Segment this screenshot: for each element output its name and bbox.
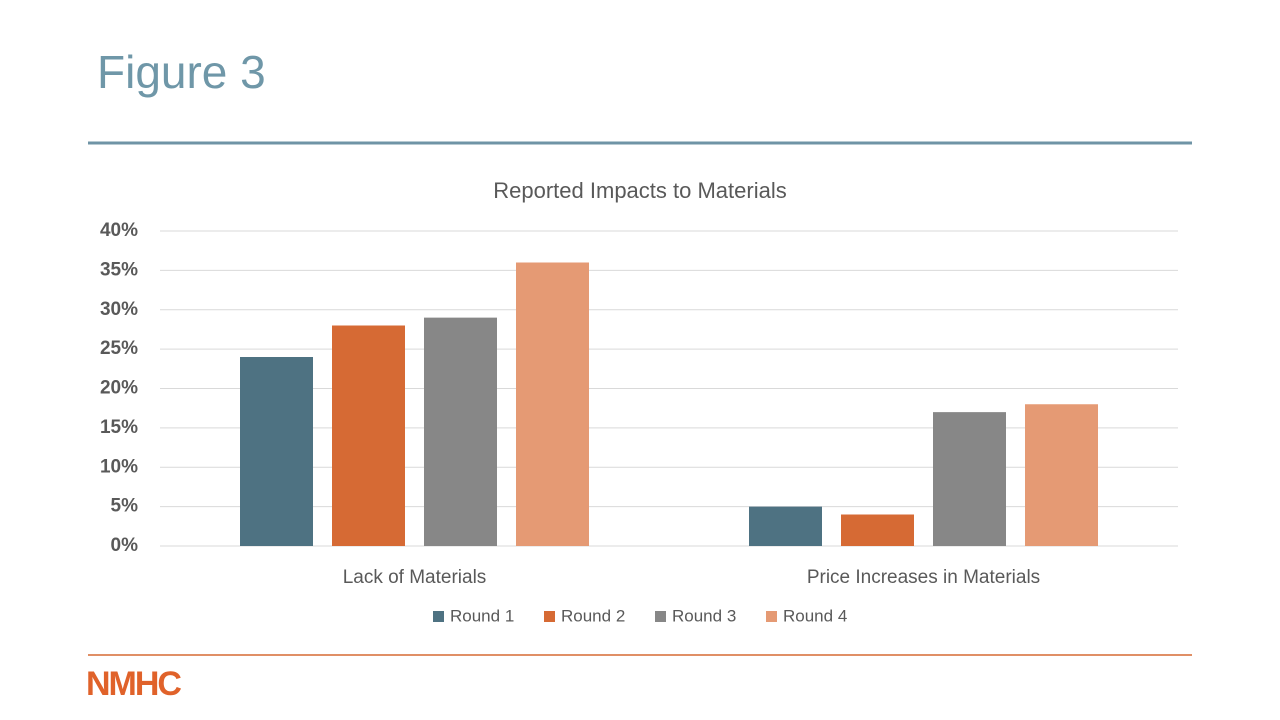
chart-title: Reported Impacts to Materials (493, 178, 786, 203)
legend-label: Round 1 (450, 606, 514, 625)
y-tick-label: 40% (100, 220, 138, 241)
x-tick-label: Lack of Materials (343, 567, 487, 588)
y-tick-label: 30% (100, 299, 138, 320)
bar (933, 412, 1006, 546)
y-tick-label: 15% (100, 417, 138, 438)
bar (841, 514, 914, 546)
y-tick-label: 10% (100, 456, 138, 477)
y-tick-label: 35% (100, 259, 138, 280)
legend-label: Round 2 (561, 606, 625, 625)
y-tick-label: 25% (100, 338, 138, 359)
legend-swatch (544, 611, 555, 622)
bar (1025, 404, 1098, 546)
legend-label: Round 4 (783, 606, 847, 625)
legend-swatch (655, 611, 666, 622)
bar (424, 317, 497, 546)
y-tick-label: 20% (100, 378, 138, 399)
legend-swatch (766, 611, 777, 622)
bar (240, 357, 313, 546)
x-tick-label: Price Increases in Materials (807, 567, 1040, 588)
bar (516, 262, 589, 546)
bar (749, 506, 822, 546)
y-tick-label: 0% (111, 535, 139, 556)
slide-title: Figure 3 (97, 46, 266, 98)
legend-label: Round 3 (672, 606, 736, 625)
y-tick-label: 5% (111, 496, 139, 517)
bar (332, 325, 405, 546)
logo: NMHC (86, 665, 181, 703)
legend-swatch (433, 611, 444, 622)
